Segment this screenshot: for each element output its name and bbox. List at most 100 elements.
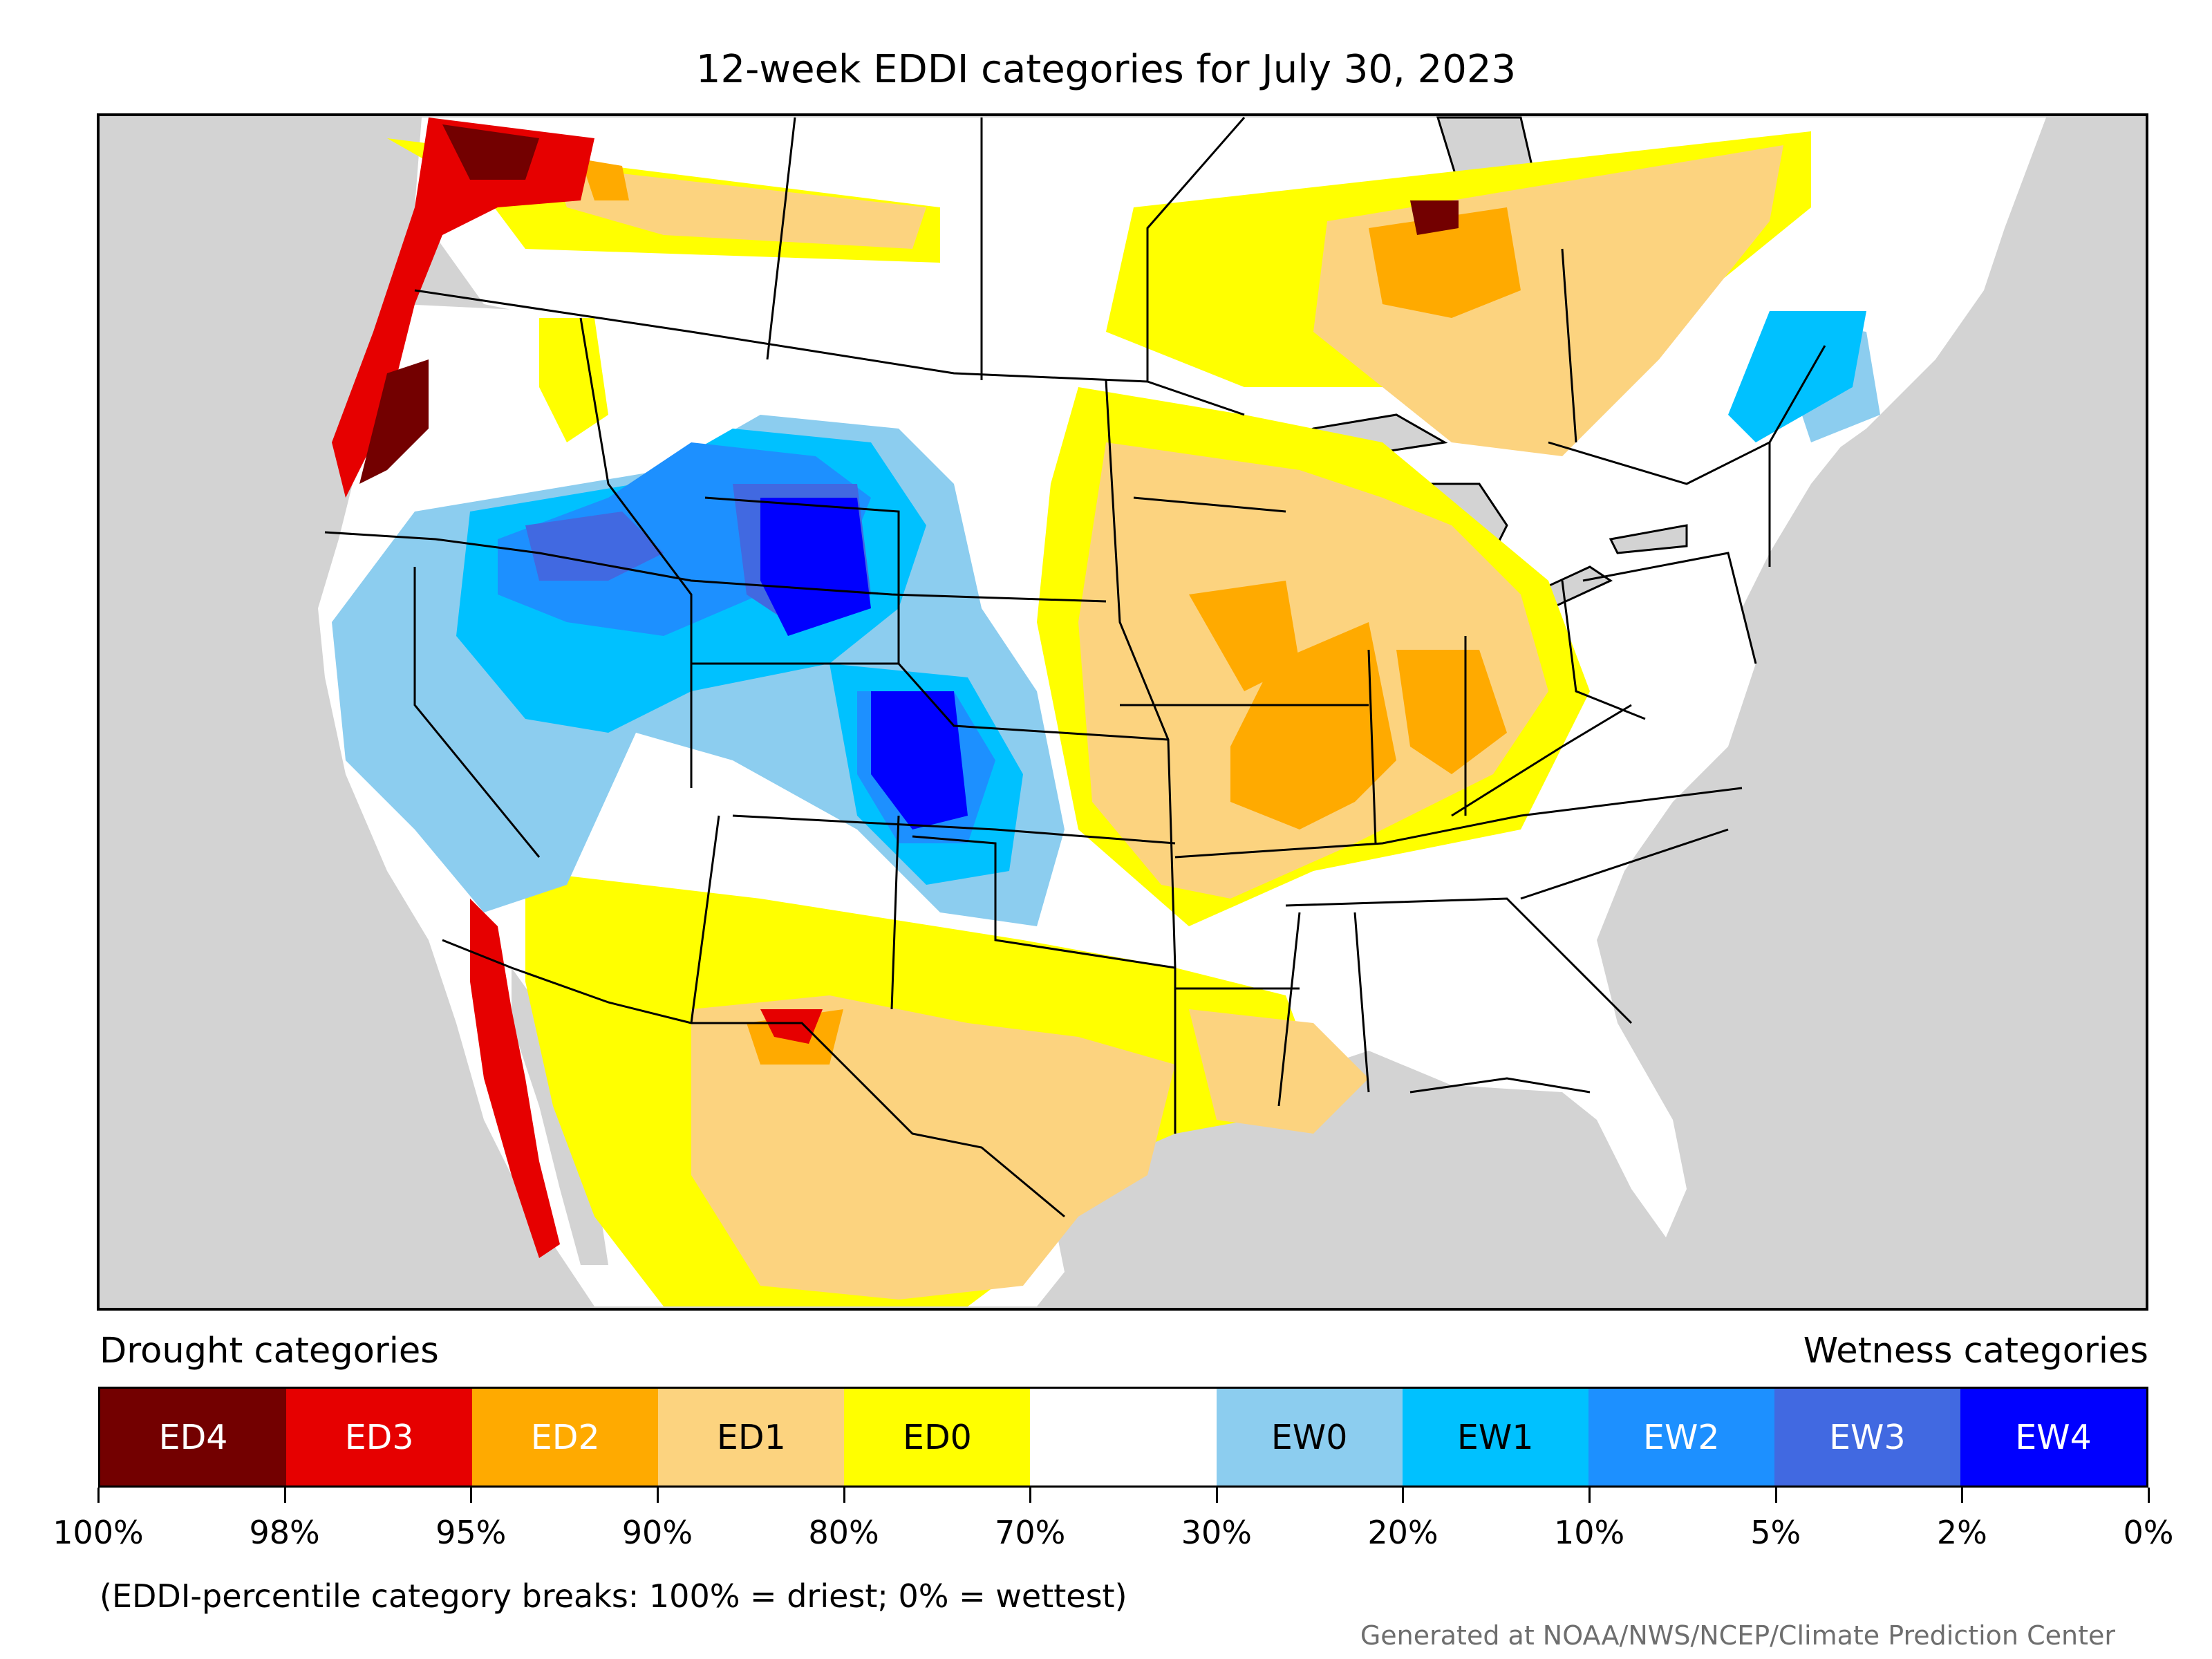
colorbar-cell-ew1: EW1 [1402,1389,1588,1485]
state-line [579,317,693,788]
colorbar-tick [1588,1488,1591,1503]
colorbar-cell-ew0: EW0 [1216,1389,1403,1485]
category-label: ED2 [530,1417,600,1457]
tick-label: 90% [621,1514,693,1551]
map-frame [97,113,2148,1311]
ed1-area [553,166,926,249]
tick-label: 0% [2123,1514,2174,1551]
state-line [1451,704,1632,817]
colorbar-cell-ed1: ED1 [658,1389,845,1485]
tick-label: 98% [249,1514,320,1551]
state-line [1105,379,1177,968]
category-label: ED3 [344,1417,414,1457]
boundaries [324,117,1826,1218]
ed3-area [470,899,560,1258]
state-line [1277,912,1301,1107]
mexico-us-border [442,939,1065,1218]
ed4-area [442,124,539,180]
colorbar-cell-ed2: ED2 [472,1389,659,1485]
ed0-area [539,318,608,442]
colorbar-tick [1402,1488,1405,1503]
colorbar-cell-ed3: ED3 [286,1389,473,1485]
eddi-fill [332,118,1880,1306]
ew1-area [1728,311,1866,442]
state-line [912,835,1177,1134]
tick-label: 95% [435,1514,507,1551]
ew4-area [760,498,871,636]
ew4-area [871,691,968,830]
ed1-area [1189,1009,1369,1134]
colorbar-tick [1029,1488,1032,1503]
canada-us-border [1548,345,1826,485]
colorbar: ED4 ED3 ED2 ED1 ED0 EW0 EW1 EW2 EW3 EW4 [98,1387,2148,1488]
category-label: EW4 [2015,1417,2092,1457]
province-boundary [766,117,796,360]
ed3-area [760,1009,823,1044]
tick-label: 80% [808,1514,879,1551]
colorbar-tick [470,1488,473,1503]
colorbar-tick [843,1488,845,1503]
category-label: ED0 [902,1417,972,1457]
category-label: ED4 [158,1417,228,1457]
colorbar-tick [97,1488,100,1503]
state-line [897,663,1169,741]
state-line [1133,496,1286,513]
state-line [1520,828,1729,900]
ed4-area [359,359,429,484]
tick-label: 70% [995,1514,1066,1551]
lake-ontario [1609,524,1688,554]
ed1-area [691,995,1175,1300]
state-line [1409,1077,1591,1094]
credit-line: Generated at NOAA/NWS/NCEP/Climate Predi… [1360,1620,2115,1651]
colorbar-tick [656,1488,659,1503]
state-line [1582,552,1757,664]
category-label: EW3 [1829,1417,1906,1457]
colorbar-cell-neutral [1030,1389,1217,1485]
state-line [413,567,541,858]
map-title: 12-week EDDI categories for July 30, 202… [695,47,1517,92]
state-line [890,815,900,1010]
colorbar-cell-ew2: EW2 [1588,1389,1774,1485]
state-line [1174,787,1743,859]
province-boundary [1561,248,1577,443]
footnote: (EDDI-percentile category breaks: 100% =… [100,1577,1127,1615]
tick-label: 2% [1936,1514,1987,1551]
wetness-heading: Wetness categories [1803,1331,2148,1371]
state-line [324,531,1107,603]
state-line [1285,897,1633,1024]
tick-label: 5% [1750,1514,1801,1551]
colorbar-cell-ed0: ED0 [844,1389,1031,1485]
province-boundary [1146,117,1246,382]
ed2-area [1396,650,1507,774]
colorbar-cell-ew4: EW4 [1960,1389,2147,1485]
colorbar-tick [2148,1488,2150,1503]
colorbar-tick [1215,1488,1218,1503]
state-line [691,496,900,665]
canada-us-border [414,289,1245,416]
tick-label: 100% [53,1514,144,1551]
category-label: ED1 [716,1417,786,1457]
tick-label: 10% [1553,1514,1625,1551]
category-label: EW1 [1456,1417,1534,1457]
colorbar-cell-ed4: ED4 [100,1389,287,1485]
colorbar-tick [1961,1488,1964,1503]
ed2-area [1230,622,1396,830]
ed4-area [1410,200,1459,235]
state-line [1367,649,1377,844]
category-label: EW0 [1271,1417,1348,1457]
ew3-area [525,512,664,581]
ed2-area [581,159,629,200]
tick-label: 30% [1181,1514,1252,1551]
state-line [1353,912,1370,1093]
state-line [690,815,720,1024]
ed3-area [332,118,594,498]
tick-label: 20% [1367,1514,1438,1551]
colorbar-tick [1774,1488,1777,1503]
drought-heading: Drought categories [100,1331,439,1371]
ed2-area [1369,207,1521,318]
category-label: EW2 [1643,1417,1720,1457]
colorbar-tick [283,1488,286,1503]
state-line [732,814,1176,845]
eddi-map [97,113,2148,1311]
